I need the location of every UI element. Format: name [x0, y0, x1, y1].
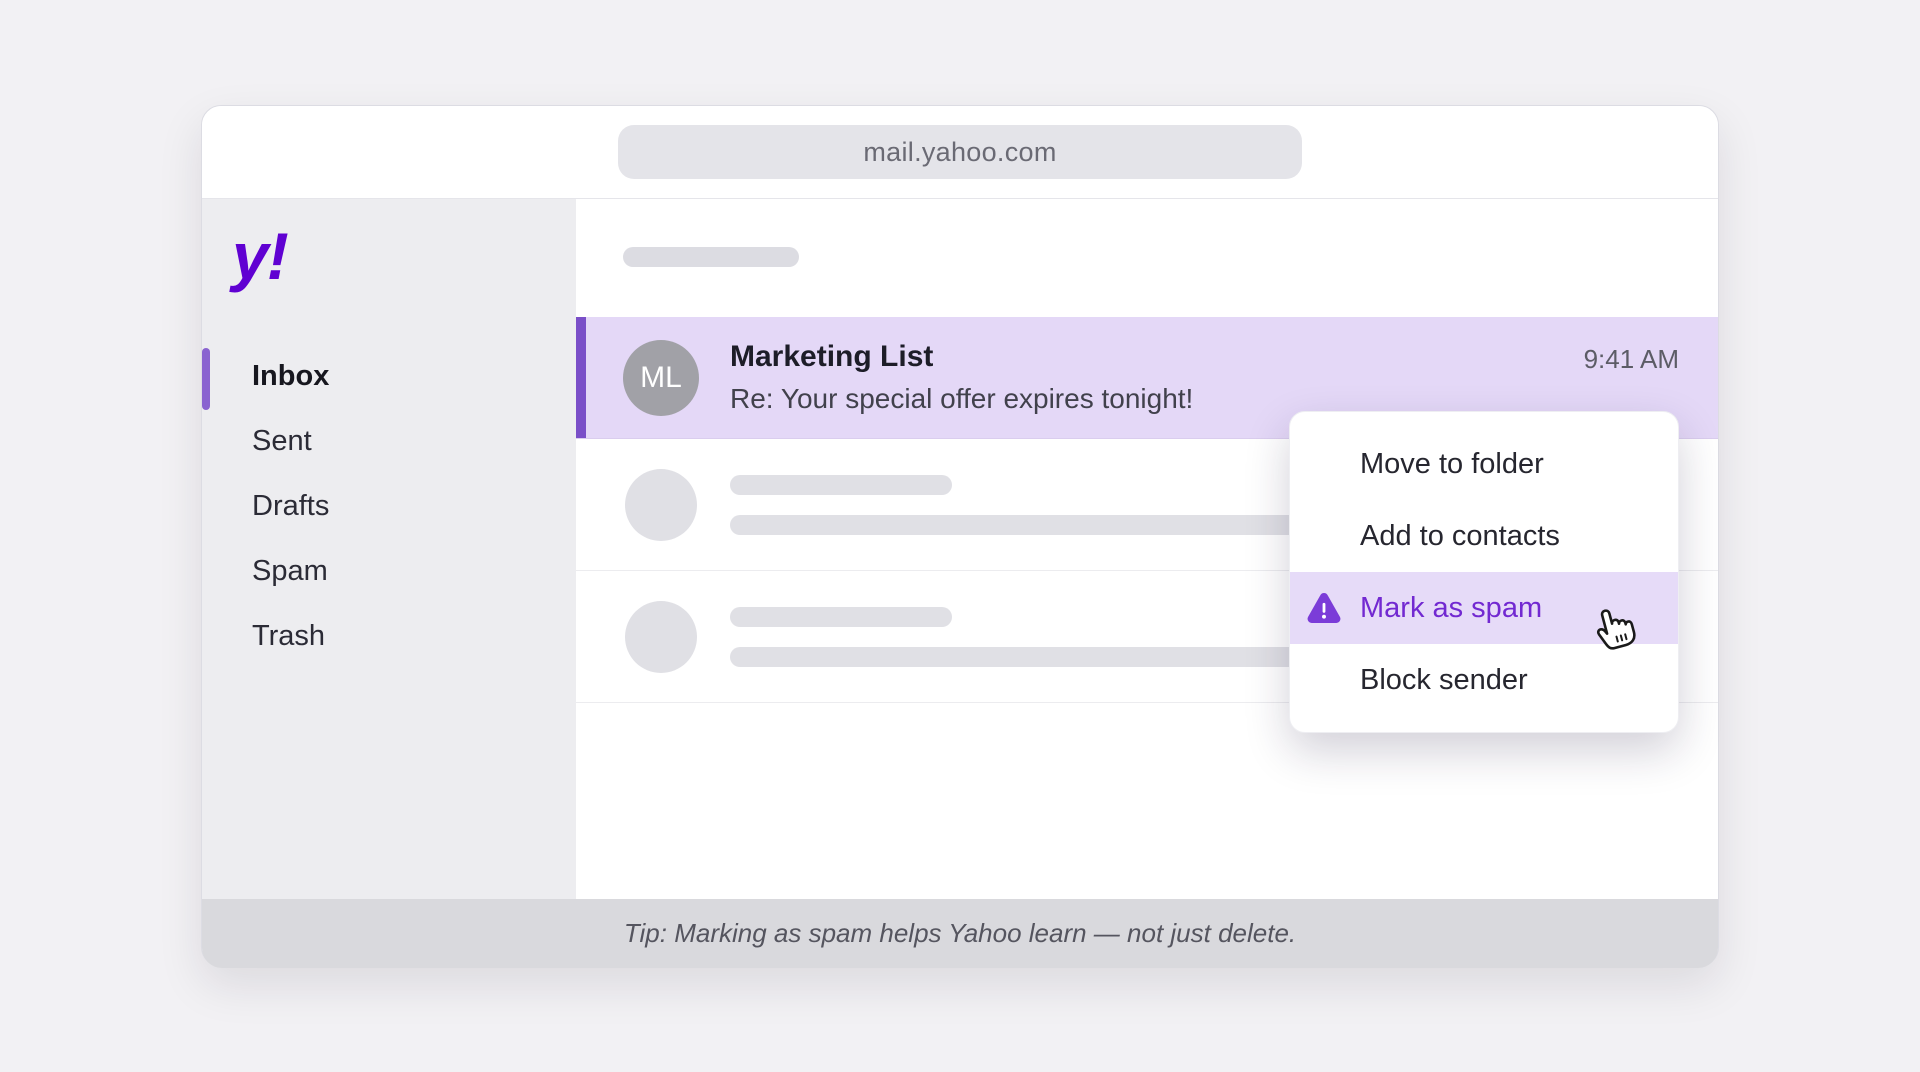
avatar-skeleton	[625, 468, 697, 541]
email-sender: Marketing List	[730, 340, 934, 373]
active-folder-indicator	[202, 348, 210, 410]
menu-item-add-to-contacts[interactable]: Add to contacts	[1290, 500, 1678, 572]
avatar: ML	[623, 339, 699, 416]
text-skeleton	[730, 474, 1470, 535]
selected-row-accent	[576, 317, 586, 438]
menu-item-label: Add to contacts	[1360, 519, 1560, 552]
sidebar-item-label: Trash	[252, 620, 326, 652]
tip-bar: Tip: Marking as spam helps Yahoo learn —…	[202, 899, 1718, 968]
list-header	[576, 199, 1718, 317]
skeleton-bar	[730, 606, 952, 627]
context-menu: Move to folder Add to contacts Mark as s…	[1289, 411, 1679, 733]
browser-header: mail.yahoo.com	[202, 106, 1718, 199]
sidebar: y! Inbox Sent Drafts Spam Trash	[202, 199, 576, 899]
menu-item-label: Block sender	[1360, 663, 1528, 696]
sidebar-item-spam[interactable]: Spam	[202, 539, 576, 604]
sidebar-item-drafts[interactable]: Drafts	[202, 474, 576, 539]
list-header-skeleton	[623, 247, 799, 267]
sidebar-item-inbox[interactable]: Inbox	[202, 344, 576, 409]
skeleton-bar	[730, 646, 1470, 667]
email-text: Marketing List Re: Your special offer ex…	[730, 338, 1193, 417]
browser-window: mail.yahoo.com y! Inbox Sent Drafts Spam	[201, 105, 1719, 968]
folder-nav: Inbox Sent Drafts Spam Trash	[202, 344, 576, 669]
email-subject: Re: Your special offer expires tonight!	[730, 383, 1194, 414]
sidebar-item-sent[interactable]: Sent	[202, 409, 576, 474]
tip-text: Tip: Marking as spam helps Yahoo learn —…	[623, 918, 1297, 948]
address-url: mail.yahoo.com	[863, 136, 1057, 167]
sidebar-item-label: Drafts	[252, 490, 330, 522]
menu-item-mark-as-spam[interactable]: Mark as spam	[1290, 572, 1678, 644]
warning-triangle-icon	[1307, 592, 1341, 624]
skeleton-bar	[730, 474, 952, 495]
skeleton-bar	[730, 514, 1470, 535]
menu-item-move-to-folder[interactable]: Move to folder	[1290, 428, 1678, 500]
address-bar[interactable]: mail.yahoo.com	[618, 125, 1302, 179]
yahoo-logo-icon: y!	[232, 219, 289, 293]
sidebar-item-label: Sent	[252, 425, 312, 457]
avatar-skeleton	[625, 600, 697, 673]
sidebar-item-trash[interactable]: Trash	[202, 604, 576, 669]
menu-item-label: Move to folder	[1360, 447, 1544, 480]
text-skeleton	[730, 606, 1470, 667]
avatar-initials: ML	[640, 360, 682, 394]
sidebar-item-label: Inbox	[252, 360, 330, 392]
menu-item-block-sender[interactable]: Block sender	[1290, 644, 1678, 716]
email-timestamp: 9:41 AM	[1583, 344, 1679, 374]
menu-item-label: Mark as spam	[1360, 591, 1543, 624]
sidebar-item-label: Spam	[252, 555, 328, 587]
